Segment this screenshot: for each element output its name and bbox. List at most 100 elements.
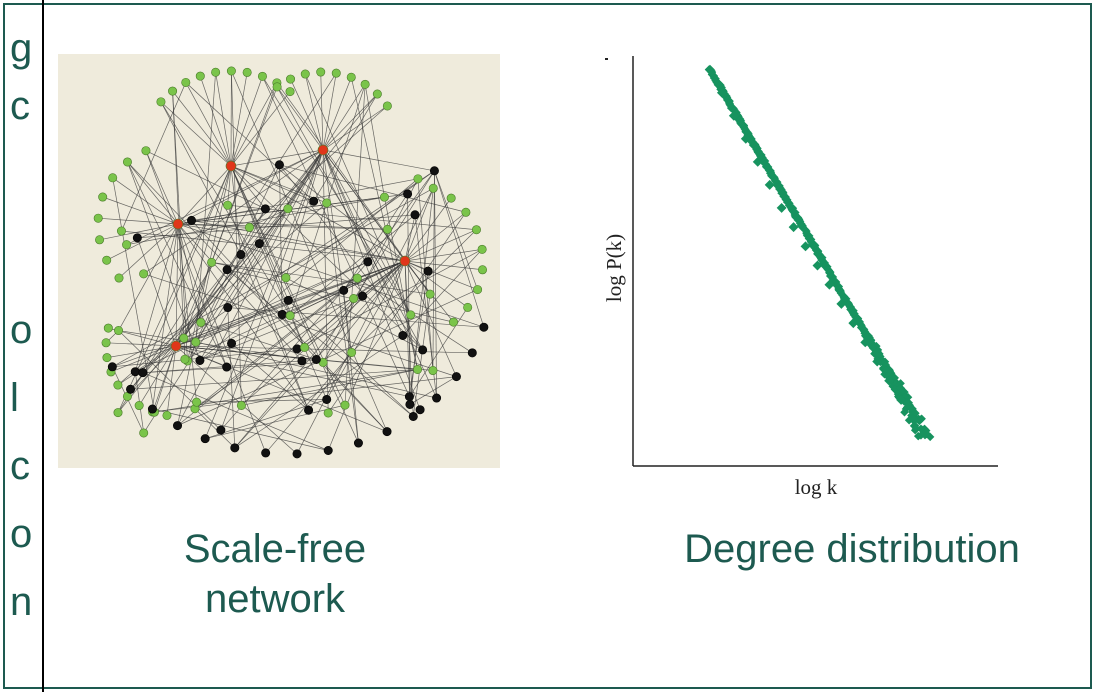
network-edge	[407, 193, 411, 405]
data-point	[920, 429, 930, 440]
data-point	[911, 423, 921, 433]
green-node	[300, 342, 310, 352]
green-node	[285, 87, 295, 97]
network-edge	[279, 164, 283, 315]
green-node	[428, 366, 438, 376]
network-edge	[434, 170, 437, 399]
black-node	[222, 265, 232, 275]
network-edge	[322, 149, 421, 410]
network-edge	[434, 170, 478, 290]
black-node	[353, 438, 363, 448]
network-edge	[112, 177, 155, 413]
network-edge	[262, 76, 412, 316]
black-node	[363, 257, 373, 267]
black-node	[126, 384, 136, 394]
left-edge-text-fragment: g c o l c o n	[0, 0, 44, 692]
data-point	[872, 356, 883, 367]
degree-distribution-chart: log k log P(k)	[590, 46, 1010, 516]
green-node	[122, 157, 132, 167]
black-node	[236, 250, 246, 260]
black-node	[216, 425, 226, 435]
hub-node	[317, 144, 329, 156]
network-edge	[279, 164, 423, 351]
network-edge	[327, 212, 467, 414]
data-point	[896, 394, 907, 405]
network-edge	[404, 260, 457, 377]
network-caption: Scale-free network	[110, 524, 440, 624]
data-point	[752, 156, 763, 167]
network-edge	[117, 202, 327, 386]
green-node	[281, 273, 291, 283]
black-node	[173, 421, 183, 431]
black-node	[274, 160, 284, 170]
green-node	[478, 265, 488, 275]
green-node	[95, 235, 105, 245]
hub-node	[225, 160, 237, 172]
green-node	[102, 255, 112, 265]
edge-char: c	[10, 444, 30, 488]
network-edge	[143, 149, 324, 275]
hub-node	[399, 255, 411, 267]
green-node	[223, 200, 233, 210]
network-edge	[241, 260, 406, 406]
black-node	[404, 392, 414, 402]
network-edge	[195, 72, 216, 343]
black-node	[200, 434, 210, 444]
black-node	[323, 446, 333, 456]
network-edge	[175, 165, 232, 347]
network-edge	[196, 399, 327, 403]
green-node	[383, 224, 393, 234]
network-edge	[205, 399, 327, 439]
network-edge	[404, 260, 468, 308]
network-edge	[322, 149, 412, 316]
green-node	[98, 192, 108, 202]
network-edge	[117, 345, 177, 386]
network-edge	[226, 269, 283, 315]
network-edge	[404, 260, 478, 290]
network-edge	[412, 294, 431, 417]
black-node	[227, 338, 237, 348]
green-node	[181, 77, 191, 87]
network-nodes	[93, 66, 489, 459]
network-edge	[304, 73, 324, 151]
network-edge	[110, 345, 177, 373]
black-node	[403, 189, 413, 199]
network-edge	[343, 193, 408, 291]
green-node	[360, 79, 370, 89]
black-node	[187, 215, 197, 225]
black-node	[132, 233, 142, 243]
green-node	[413, 174, 423, 184]
green-node	[461, 207, 471, 217]
black-node	[147, 404, 157, 414]
network-edge	[326, 202, 359, 444]
network-edge	[234, 335, 403, 449]
black-node	[283, 295, 293, 305]
black-node	[410, 210, 420, 220]
network-edge	[195, 341, 437, 399]
network-edge	[230, 91, 291, 167]
network-edge	[276, 86, 324, 151]
network-edge	[152, 376, 457, 413]
network-edge	[404, 197, 452, 262]
network-edge	[172, 90, 232, 167]
network-edge	[322, 178, 419, 363]
network-edge	[322, 149, 437, 399]
green-node	[139, 428, 149, 438]
network-edge	[166, 345, 177, 416]
black-node	[322, 394, 332, 404]
green-node	[141, 146, 151, 156]
network-edge	[320, 72, 324, 151]
network-edge	[199, 298, 354, 361]
network-edge	[117, 72, 337, 413]
green-node	[242, 67, 252, 77]
network-graph	[58, 54, 500, 468]
black-node	[195, 355, 205, 365]
network-edge	[259, 243, 328, 400]
network-edge	[404, 260, 414, 417]
green-node	[102, 353, 112, 363]
network-edge	[143, 273, 457, 377]
scale-free-network-diagram	[58, 54, 500, 468]
network-edge	[322, 105, 388, 151]
network-edge	[231, 70, 388, 432]
network-edge	[290, 78, 324, 151]
